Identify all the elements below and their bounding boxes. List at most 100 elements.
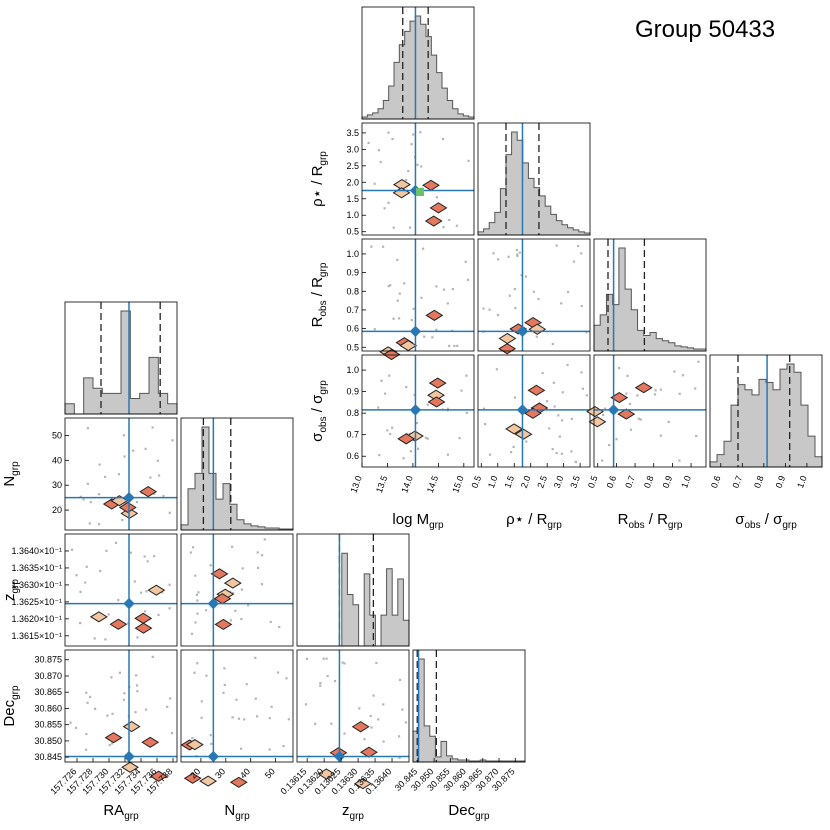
- right-cell-2-0-y-ticklabel-4: 0.9: [346, 268, 359, 278]
- left-cell-2-1-truth-marker: [207, 597, 220, 610]
- left-cell-2-1-scatter-pt-9: [204, 609, 208, 612]
- left-cell-3-1-scatter-pt-20: [245, 683, 248, 686]
- right-cell-3-3-x-ticklabel-0: 0.6: [709, 474, 723, 489]
- left-cell-2-1-frame: [180, 533, 294, 647]
- left-cell-2-0-frame: [64, 533, 178, 647]
- left-cell-3-2-scatter-pt-0: [325, 657, 328, 660]
- left-cell-2-0-scatter-pt-11: [129, 551, 132, 554]
- right-cell-3-3-x-ticklabel-2: 0.8: [752, 474, 766, 489]
- left-cell-3-0-scatter-pt-21: [110, 676, 113, 679]
- right-cell-3-0-y-ticklabel-1: 0.7: [346, 430, 359, 440]
- left-cell-2-0-scatter-pt-2: [146, 560, 149, 563]
- right-cell-3-2-contour-0: [610, 391, 629, 404]
- left-cell-3-2-scatter-pt-26: [398, 756, 401, 759]
- right-cell-2-0-scatter-pt-4: [456, 344, 459, 347]
- left-cell-2-1-scatter-pt-3: [256, 551, 259, 554]
- right-cell-2-0-y-ticklabel-1: 0.6: [346, 324, 359, 334]
- right-cell-2-0-scatter-pt-17: [466, 278, 470, 281]
- right-cell-3-2-scatter-pt-23: [694, 387, 697, 390]
- right-cell-3-2-scatter-pt-18: [673, 370, 676, 373]
- right-cell-2-0-scatter-pt-7: [396, 299, 399, 302]
- left-cell-3-1-scatter-pt-21: [239, 747, 243, 750]
- right-cell-2-0-scatter-pt-10: [451, 288, 454, 291]
- left-cell-1-0-scatter-pt-6: [86, 482, 89, 485]
- right-cell-1-0-scatter-pt-19: [379, 160, 382, 164]
- left-cell-3-0-scatter-pt-12: [144, 708, 148, 711]
- left-cell-2-0-scatter-pt-21: [168, 607, 171, 610]
- left-cell-1-0-scatter-pt-7: [171, 439, 174, 442]
- right-cell-3-2-x-ticklabel-3: 0.8: [642, 474, 656, 489]
- right-cell-3-2-x-ticklabel-4: 0.9: [661, 474, 675, 489]
- left-cell-2-0-contour-4: [109, 618, 128, 630]
- right-cell-3-2-scatter-pt-21: [639, 418, 642, 421]
- left-cell-3-1-frame: [180, 649, 294, 763]
- left-cell-2-0-y-ticklabel-3: 1.3630×10⁻¹: [11, 580, 62, 590]
- left-cell-3-2-scatter-pt-11: [343, 732, 346, 735]
- right-cell-3-2-scatter-pt-14: [678, 392, 681, 395]
- left-cell-3-0-scatter-pt-10: [168, 697, 172, 700]
- left-cell-1-0-scatter-pt-14: [86, 427, 89, 430]
- left-cell-2-0-scatter-pt-5: [84, 581, 87, 584]
- left-cell-2-0-scatter-pt-22: [168, 583, 171, 586]
- right-cell-3-1-scatter-pt-25: [548, 427, 551, 430]
- left-cell-3-0-y-ticklabel-4: 30.865: [34, 687, 62, 697]
- right-cell-3-1-x-ticklabel-4: 2.5: [535, 474, 549, 489]
- right-cell-2-0-scatter-pt-21: [389, 284, 392, 287]
- left-cell-1-0-scatter-pt-0: [97, 523, 101, 526]
- left-cell-3-1-scatter-pt-27: [256, 715, 259, 718]
- right-cell-2-1-truth-marker: [516, 325, 529, 338]
- right-cell-3-0-scatter-pt-10: [389, 432, 392, 436]
- right-cell-1-0-contour-0: [422, 179, 440, 191]
- left-cell-1-0-y-ticklabel-1: 30: [52, 480, 62, 490]
- left-cell-2-0-scatter-pt-9: [70, 548, 74, 551]
- left-cell-1-0-scatter-pt-23: [124, 501, 127, 505]
- right-cell-2-1-scatter-pt-27: [535, 335, 538, 338]
- right-cell-2-0-truth-marker: [409, 325, 422, 338]
- left-cell-3-1-scatter-pt-1: [287, 718, 290, 721]
- right-cell-1-0-scatter-pt-20: [377, 149, 381, 152]
- left-cell-1-0-scatter-pt-5: [144, 447, 147, 450]
- right-cell-1-0-scatter-pt-11: [455, 224, 458, 227]
- right-cell-1-0-y-ticklabel-1: 1.0: [346, 210, 359, 220]
- right-cell-1-0-scatter-pt-4: [391, 137, 394, 141]
- right-cell-3-0-scatter-pt-7: [386, 429, 389, 432]
- right-cell-3-0-x-ticklabel-3: 14.5: [425, 474, 440, 494]
- right-cell-3-0-scatter-pt-21: [380, 379, 383, 382]
- left-cell-3-0-scatter-pt-11: [106, 714, 109, 717]
- right-cell-3-1-scatter-pt-0: [561, 391, 564, 394]
- left-cell-3-0-scatter-pt-25: [75, 726, 78, 729]
- right-cell-3-1-scatter-pt-23: [570, 450, 573, 453]
- right-cell-3-2-truth-marker: [607, 404, 620, 416]
- left-cell-2-0-contour-3: [147, 584, 166, 596]
- left-cell-2-1-scatter-pt-18: [241, 567, 244, 570]
- left-cell-3-0-frame: [64, 649, 178, 763]
- left-cell-3-1-scatter-pt-19: [270, 705, 273, 708]
- left-cell-0-0-frame: [64, 301, 178, 415]
- left-cell-2-1-scatter-pt-11: [196, 612, 199, 615]
- left-cell-3-2-contour-1: [354, 778, 372, 790]
- right-cell-2-0-scatter-pt-3: [446, 302, 449, 305]
- left-cell-3-2-scatter-pt-24: [319, 684, 322, 687]
- left-cell-3-2-scatter-pt-12: [341, 661, 344, 664]
- right-cell-3-0-scatter-pt-5: [405, 386, 408, 389]
- right-cell-2-1-scatter-pt-5: [572, 260, 576, 263]
- right-cell-3-1-contour-1: [514, 428, 533, 440]
- left-cell-2-0-scatter-pt-17: [79, 621, 82, 625]
- right-cell-3-1-scatter-pt-19: [560, 419, 564, 422]
- right-cell-3-0-scatter-pt-18: [377, 406, 380, 409]
- right-cell-3-2-scatter-pt-3: [653, 393, 657, 396]
- right-ylabel-2: Robs / Rgrp: [309, 262, 329, 327]
- right-cell-2-0-scatter-pt-23: [392, 317, 395, 320]
- left-ylabel-3: Decgrp: [1, 685, 21, 727]
- left-cell-2-1-contour-4: [213, 593, 232, 605]
- left-cell-3-2-scatter-pt-25: [358, 707, 361, 710]
- left-cell-3-1-contour-4: [183, 772, 202, 784]
- left-cell-2-2-bars: [297, 552, 410, 647]
- left-cell-1-0-scatter-pt-10: [98, 463, 101, 466]
- right-cell-2-0-scatter-pt-16: [420, 296, 423, 299]
- right-cell-1-0-contour-1: [393, 178, 411, 191]
- left-cell-3-0-scatter-pt-2: [85, 748, 88, 751]
- left-xlabel-2: zgrp: [342, 802, 364, 822]
- right-cell-1-1-frame: [477, 122, 591, 236]
- left-cell-3-0-y-ticklabel-6: 30.875: [34, 655, 62, 665]
